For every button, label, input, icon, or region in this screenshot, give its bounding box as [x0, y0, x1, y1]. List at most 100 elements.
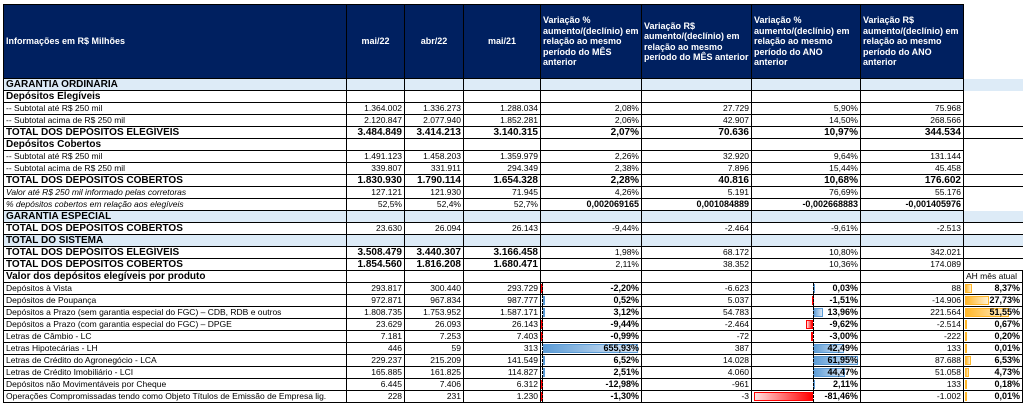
var-pct-year: -3,00% — [751, 330, 861, 343]
var-pct-month — [540, 234, 642, 247]
bar-axis — [542, 295, 543, 306]
row-label: TOTAL DOS DEPÓSITOS COBERTOS — [3, 258, 347, 271]
cell-value: 161.825 — [430, 367, 461, 378]
bar-axis — [542, 343, 543, 354]
var-rs-month: -72 — [641, 330, 752, 343]
ah-value: 6,53% — [963, 354, 1023, 367]
cell-value: 0,01% — [994, 391, 1020, 402]
var-pct-month: 2,06% — [540, 114, 642, 127]
bar-axis — [813, 355, 814, 366]
data-bar — [805, 320, 813, 329]
cell-value: 1.830.930 — [357, 175, 403, 186]
cell-value: -2.513 — [936, 223, 961, 234]
value-abr22: 1.816.208 — [404, 258, 464, 271]
cell-value: 1.336.273 — [423, 103, 461, 114]
cell-value: 1.230 — [516, 391, 538, 402]
var-pct-year — [751, 138, 861, 151]
value-mai21: 3.166.458 — [463, 246, 541, 259]
header-var-rs-year: Variação R$ aumento/(declínio) em relaçã… — [860, 4, 964, 79]
data-bar — [753, 392, 813, 401]
cell-value: 133 — [946, 379, 961, 390]
value-mai22: 228 — [346, 390, 405, 403]
value-abr22 — [404, 138, 464, 151]
empty-cell — [963, 222, 1023, 235]
cell-value: 5.191 — [727, 187, 749, 198]
bar-axis — [542, 331, 543, 342]
cell-value: -3,00% — [829, 331, 858, 342]
table-row: GARANTIA ESPECIAL — [3, 210, 1023, 223]
cell-value: 10,68% — [824, 175, 858, 186]
cell-value: -1.002 — [936, 391, 961, 402]
cell-value: 26.093 — [435, 319, 461, 330]
value-mai21: 71.945 — [463, 186, 541, 199]
table-row: -- Subtotal acima de R$ 250 mil 339.807 33… — [3, 162, 1023, 175]
row-label: Letras de Crédito do Agronegócio - LCA — [3, 354, 347, 367]
cell-value: -9,44% — [610, 319, 639, 330]
cell-value: 342.021 — [930, 247, 961, 258]
cell-value: 176.602 — [924, 175, 961, 186]
var-rs-year — [860, 210, 964, 223]
cell-value: 2.120.847 — [364, 115, 402, 126]
cell-value: 7.181 — [380, 331, 402, 342]
value-abr22: 3.440.307 — [404, 246, 464, 259]
var-pct-year — [751, 210, 861, 223]
empty-cell — [963, 138, 1023, 151]
var-pct-year — [751, 234, 861, 247]
cell-value: 387 — [734, 343, 749, 354]
value-mai21: 294.349 — [463, 162, 541, 175]
var-rs-month — [641, 210, 752, 223]
ah-value: 8,37% — [963, 282, 1023, 295]
var-rs-year: -2.513 — [860, 222, 964, 235]
value-abr22: 26.094 — [404, 222, 464, 235]
var-pct-month: -0,99% — [540, 330, 642, 343]
header-mai21: mai/21 — [463, 4, 541, 79]
cell-value: -81,46% — [824, 391, 858, 402]
var-pct-month: 3,12% — [540, 306, 642, 319]
var-rs-year: 342.021 — [860, 246, 964, 259]
empty-cell — [963, 114, 1023, 127]
data-bar — [965, 308, 1010, 317]
row-label: TOTAL DOS DEPÓSITOS COBERTOS — [3, 174, 347, 187]
var-rs-year — [860, 234, 964, 247]
empty-cell — [963, 162, 1023, 175]
cell-value: 121.930 — [430, 187, 461, 198]
var-rs-month: 387 — [641, 342, 752, 355]
value-abr22: 967.834 — [404, 294, 464, 307]
var-rs-year — [860, 90, 964, 103]
var-rs-year: 174.089 — [860, 258, 964, 271]
row-label: Letras de Crédito Imobiliário - LCI — [3, 366, 347, 379]
ah-value: 0,18% — [963, 378, 1023, 391]
cell-value: 7.406 — [439, 379, 461, 390]
cell-value: 1,98% — [614, 247, 639, 258]
value-mai21: 26.143 — [463, 318, 541, 331]
value-mai22: 446 — [346, 342, 405, 355]
var-rs-month: -6.623 — [641, 282, 752, 295]
data-bar — [965, 284, 973, 293]
cell-value: 1.491.123 — [364, 151, 402, 162]
var-rs-month — [641, 234, 752, 247]
cell-value: 88 — [951, 283, 961, 294]
cell-value: 268.566 — [930, 115, 961, 126]
bar-axis — [542, 391, 543, 402]
value-mai21: 52,7% — [463, 198, 541, 211]
var-pct-year: 2,11% — [751, 378, 861, 391]
bar-axis — [542, 307, 543, 318]
bar-axis — [813, 307, 814, 318]
cell-value: 13,96% — [827, 307, 858, 318]
cell-value: 655,93% — [603, 343, 639, 354]
value-abr22: 26.093 — [404, 318, 464, 331]
value-mai22: 165.885 — [346, 366, 405, 379]
value-mai21: 293.729 — [463, 282, 541, 295]
data-bar — [965, 296, 989, 305]
cell-value: 1.816.208 — [416, 259, 462, 270]
value-abr22 — [404, 210, 464, 223]
value-abr22: 1.753.952 — [404, 306, 464, 319]
var-pct-month: -9,44% — [540, 318, 642, 331]
cell-value: 0,67% — [994, 319, 1020, 330]
cell-value: 27,73% — [989, 295, 1020, 306]
cell-value: -12,98% — [605, 379, 639, 390]
cell-value: 1.458.203 — [423, 151, 461, 162]
cell-value: 1.359.979 — [500, 151, 538, 162]
cell-value: 293.729 — [507, 283, 538, 294]
cell-value: 3.414.213 — [416, 127, 462, 138]
